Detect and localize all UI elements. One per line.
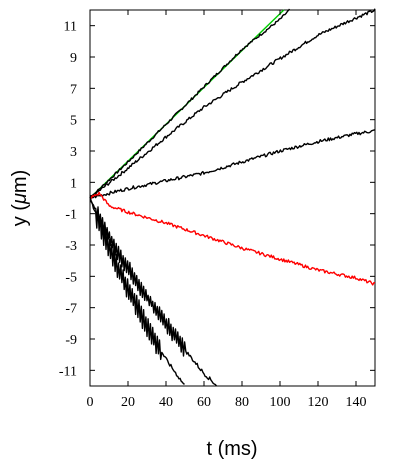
x-axis-ticks: 0 20 40 60 80 100 120 140 <box>87 10 367 410</box>
x-tick-label: 0 <box>87 395 94 410</box>
y-tick-label: 11 <box>64 20 77 35</box>
series-layer <box>89 8 376 387</box>
series-line-6 <box>89 196 218 387</box>
y-axis-title-mu: μ <box>9 193 31 205</box>
y-axis-title: y (μm) <box>9 170 31 227</box>
y-axis-ticks: 11 9 7 5 3 1 -1 -3 -5 -7 -9 -11 <box>59 20 375 379</box>
y-tick-label: -3 <box>65 239 77 254</box>
x-tick-label: 20 <box>121 395 135 410</box>
y-tick-label: -7 <box>65 302 77 317</box>
y-tick-label: 7 <box>70 82 77 97</box>
y-tick-label: 5 <box>70 114 77 129</box>
plot-frame <box>89 9 376 387</box>
y-tick-label: -11 <box>59 364 77 379</box>
y-tick-label: 1 <box>70 176 77 191</box>
y-axis-title-suffix: m) <box>9 170 31 193</box>
x-tick-label: 120 <box>308 395 329 410</box>
x-axis-title: t (ms) <box>206 438 257 460</box>
series-line-5 <box>89 191 376 286</box>
x-tick-label: 60 <box>197 395 211 410</box>
x-tick-label: 40 <box>159 395 173 410</box>
series-line-7 <box>89 197 185 385</box>
x-tick-label: 140 <box>346 395 367 410</box>
y-tick-label: 9 <box>70 51 77 66</box>
y-tick-label: -5 <box>65 270 77 285</box>
plot-area: 0 20 40 60 80 100 120 140 11 9 7 5 3 1 -1 -3 -5 -7 -9 -11 <box>59 8 376 410</box>
y-tick-label: 3 <box>70 145 77 160</box>
y-tick-label: -1 <box>65 208 77 223</box>
series-line-3 <box>89 8 376 199</box>
x-tick-label: 100 <box>270 395 291 410</box>
y-axis-title-prefix: y ( <box>9 204 31 227</box>
y-tick-label: -9 <box>65 333 77 348</box>
series-line-2 <box>89 8 291 199</box>
x-tick-label: 80 <box>235 395 249 410</box>
series-line-4 <box>89 129 376 199</box>
